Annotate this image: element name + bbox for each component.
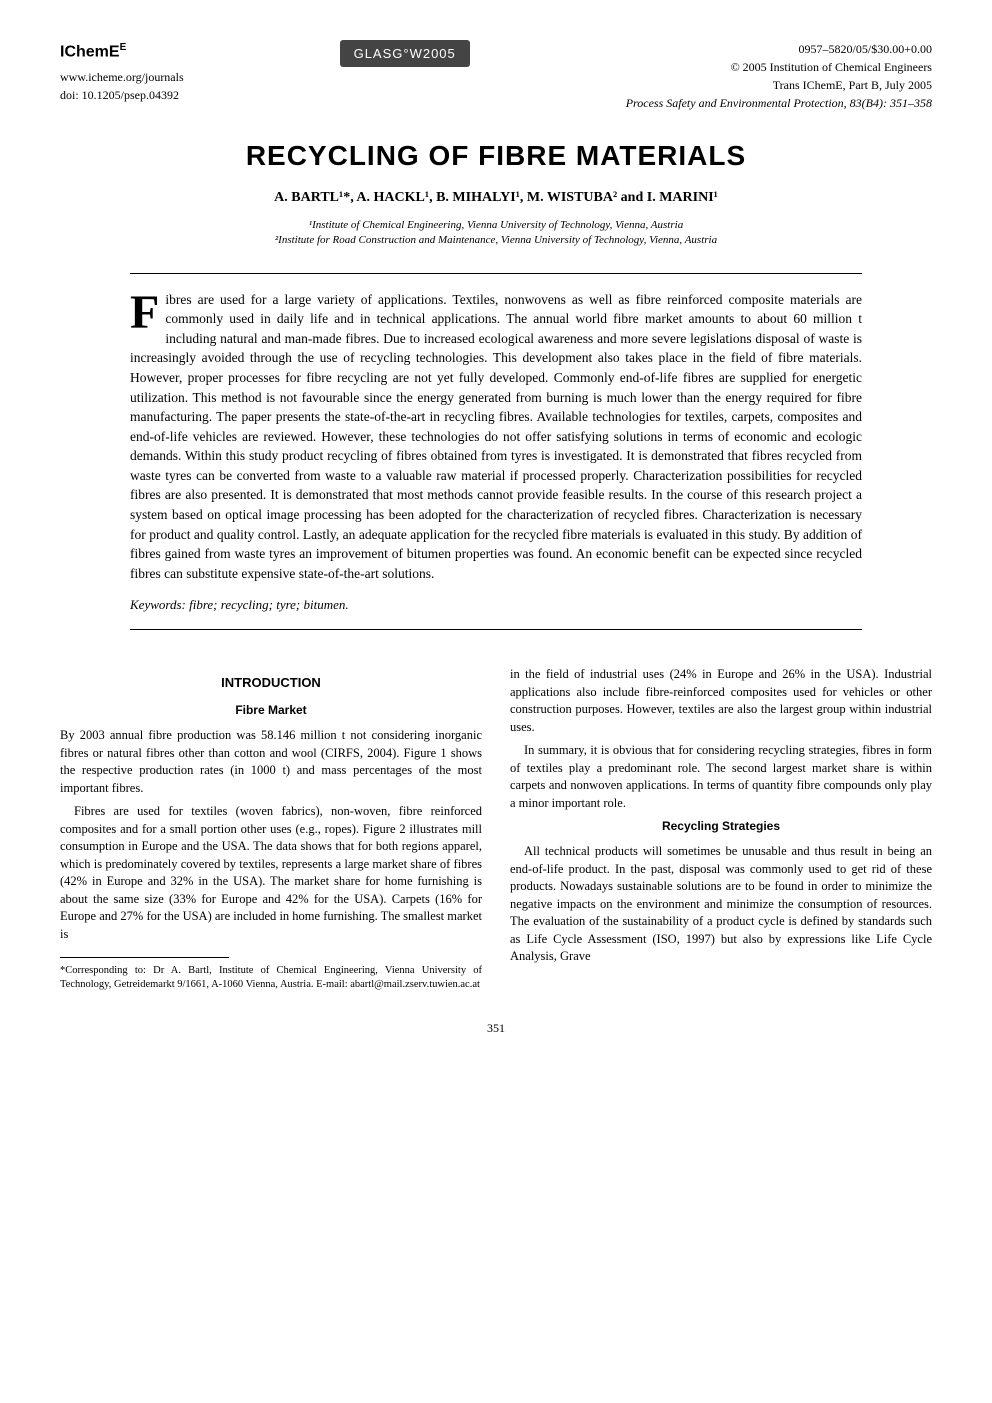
abstract-body: ibres are used for a large variety of ap… bbox=[130, 292, 862, 581]
header-left: IChemEE www.icheme.org/journals doi: 10.… bbox=[60, 40, 184, 104]
page-number: 351 bbox=[60, 1021, 932, 1036]
right-para-1: in the field of industrial uses (24% in … bbox=[510, 666, 932, 736]
abstract: Fibres are used for a large variety of a… bbox=[130, 273, 862, 630]
right-para-3: All technical products will sometimes be… bbox=[510, 843, 932, 966]
trans-text: Trans IChemE, Part B, July 2005 bbox=[626, 76, 932, 94]
issn-text: 0957–5820/05/$30.00+0.00 bbox=[626, 40, 932, 58]
left-para-2: Fibres are used for textiles (woven fabr… bbox=[60, 803, 482, 943]
authors: A. BARTL¹*, A. HACKL¹, B. MIHALYI¹, M. W… bbox=[60, 190, 932, 206]
corresponding-footnote: *Corresponding to: Dr A. Bartl, Institut… bbox=[60, 964, 482, 991]
header: IChemEE www.icheme.org/journals doi: 10.… bbox=[60, 40, 932, 112]
right-para-2: In summary, it is obvious that for consi… bbox=[510, 742, 932, 812]
website-text: www.icheme.org/journals bbox=[60, 68, 184, 86]
journal-text: Process Safety and Environmental Protect… bbox=[626, 94, 932, 112]
affiliation-2: ²Institute for Road Construction and Mai… bbox=[60, 233, 932, 248]
affiliation-1: ¹Institute of Chemical Engineering, Vien… bbox=[60, 218, 932, 233]
page-title: RECYCLING OF FIBRE MATERIALS bbox=[60, 140, 932, 172]
abstract-text: Fibres are used for a large variety of a… bbox=[130, 290, 862, 583]
footnote-separator bbox=[60, 957, 229, 964]
keywords: Keywords: fibre; recycling; tyre; bitume… bbox=[130, 597, 862, 613]
subhead-fibre-market: Fibre Market bbox=[60, 702, 482, 719]
affiliations: ¹Institute of Chemical Engineering, Vien… bbox=[60, 218, 932, 249]
doi-text: doi: 10.1205/psep.04392 bbox=[60, 86, 184, 104]
dropcap: F bbox=[130, 290, 165, 332]
left-para-1: By 2003 annual fibre production was 58.1… bbox=[60, 727, 482, 797]
header-right: 0957–5820/05/$30.00+0.00 © 2005 Institut… bbox=[626, 40, 932, 112]
icheme-logo: IChemEE bbox=[60, 40, 184, 64]
glasgow-logo: GLASG°W2005 bbox=[340, 40, 470, 67]
left-column: INTRODUCTION Fibre Market By 2003 annual… bbox=[60, 666, 482, 997]
header-center: GLASG°W2005 bbox=[340, 40, 470, 67]
section-introduction: INTRODUCTION bbox=[60, 674, 482, 692]
right-column: in the field of industrial uses (24% in … bbox=[510, 666, 932, 997]
subhead-recycling-strategies: Recycling Strategies bbox=[510, 818, 932, 835]
body-columns: INTRODUCTION Fibre Market By 2003 annual… bbox=[60, 666, 932, 997]
copyright-text: © 2005 Institution of Chemical Engineers bbox=[626, 58, 932, 76]
